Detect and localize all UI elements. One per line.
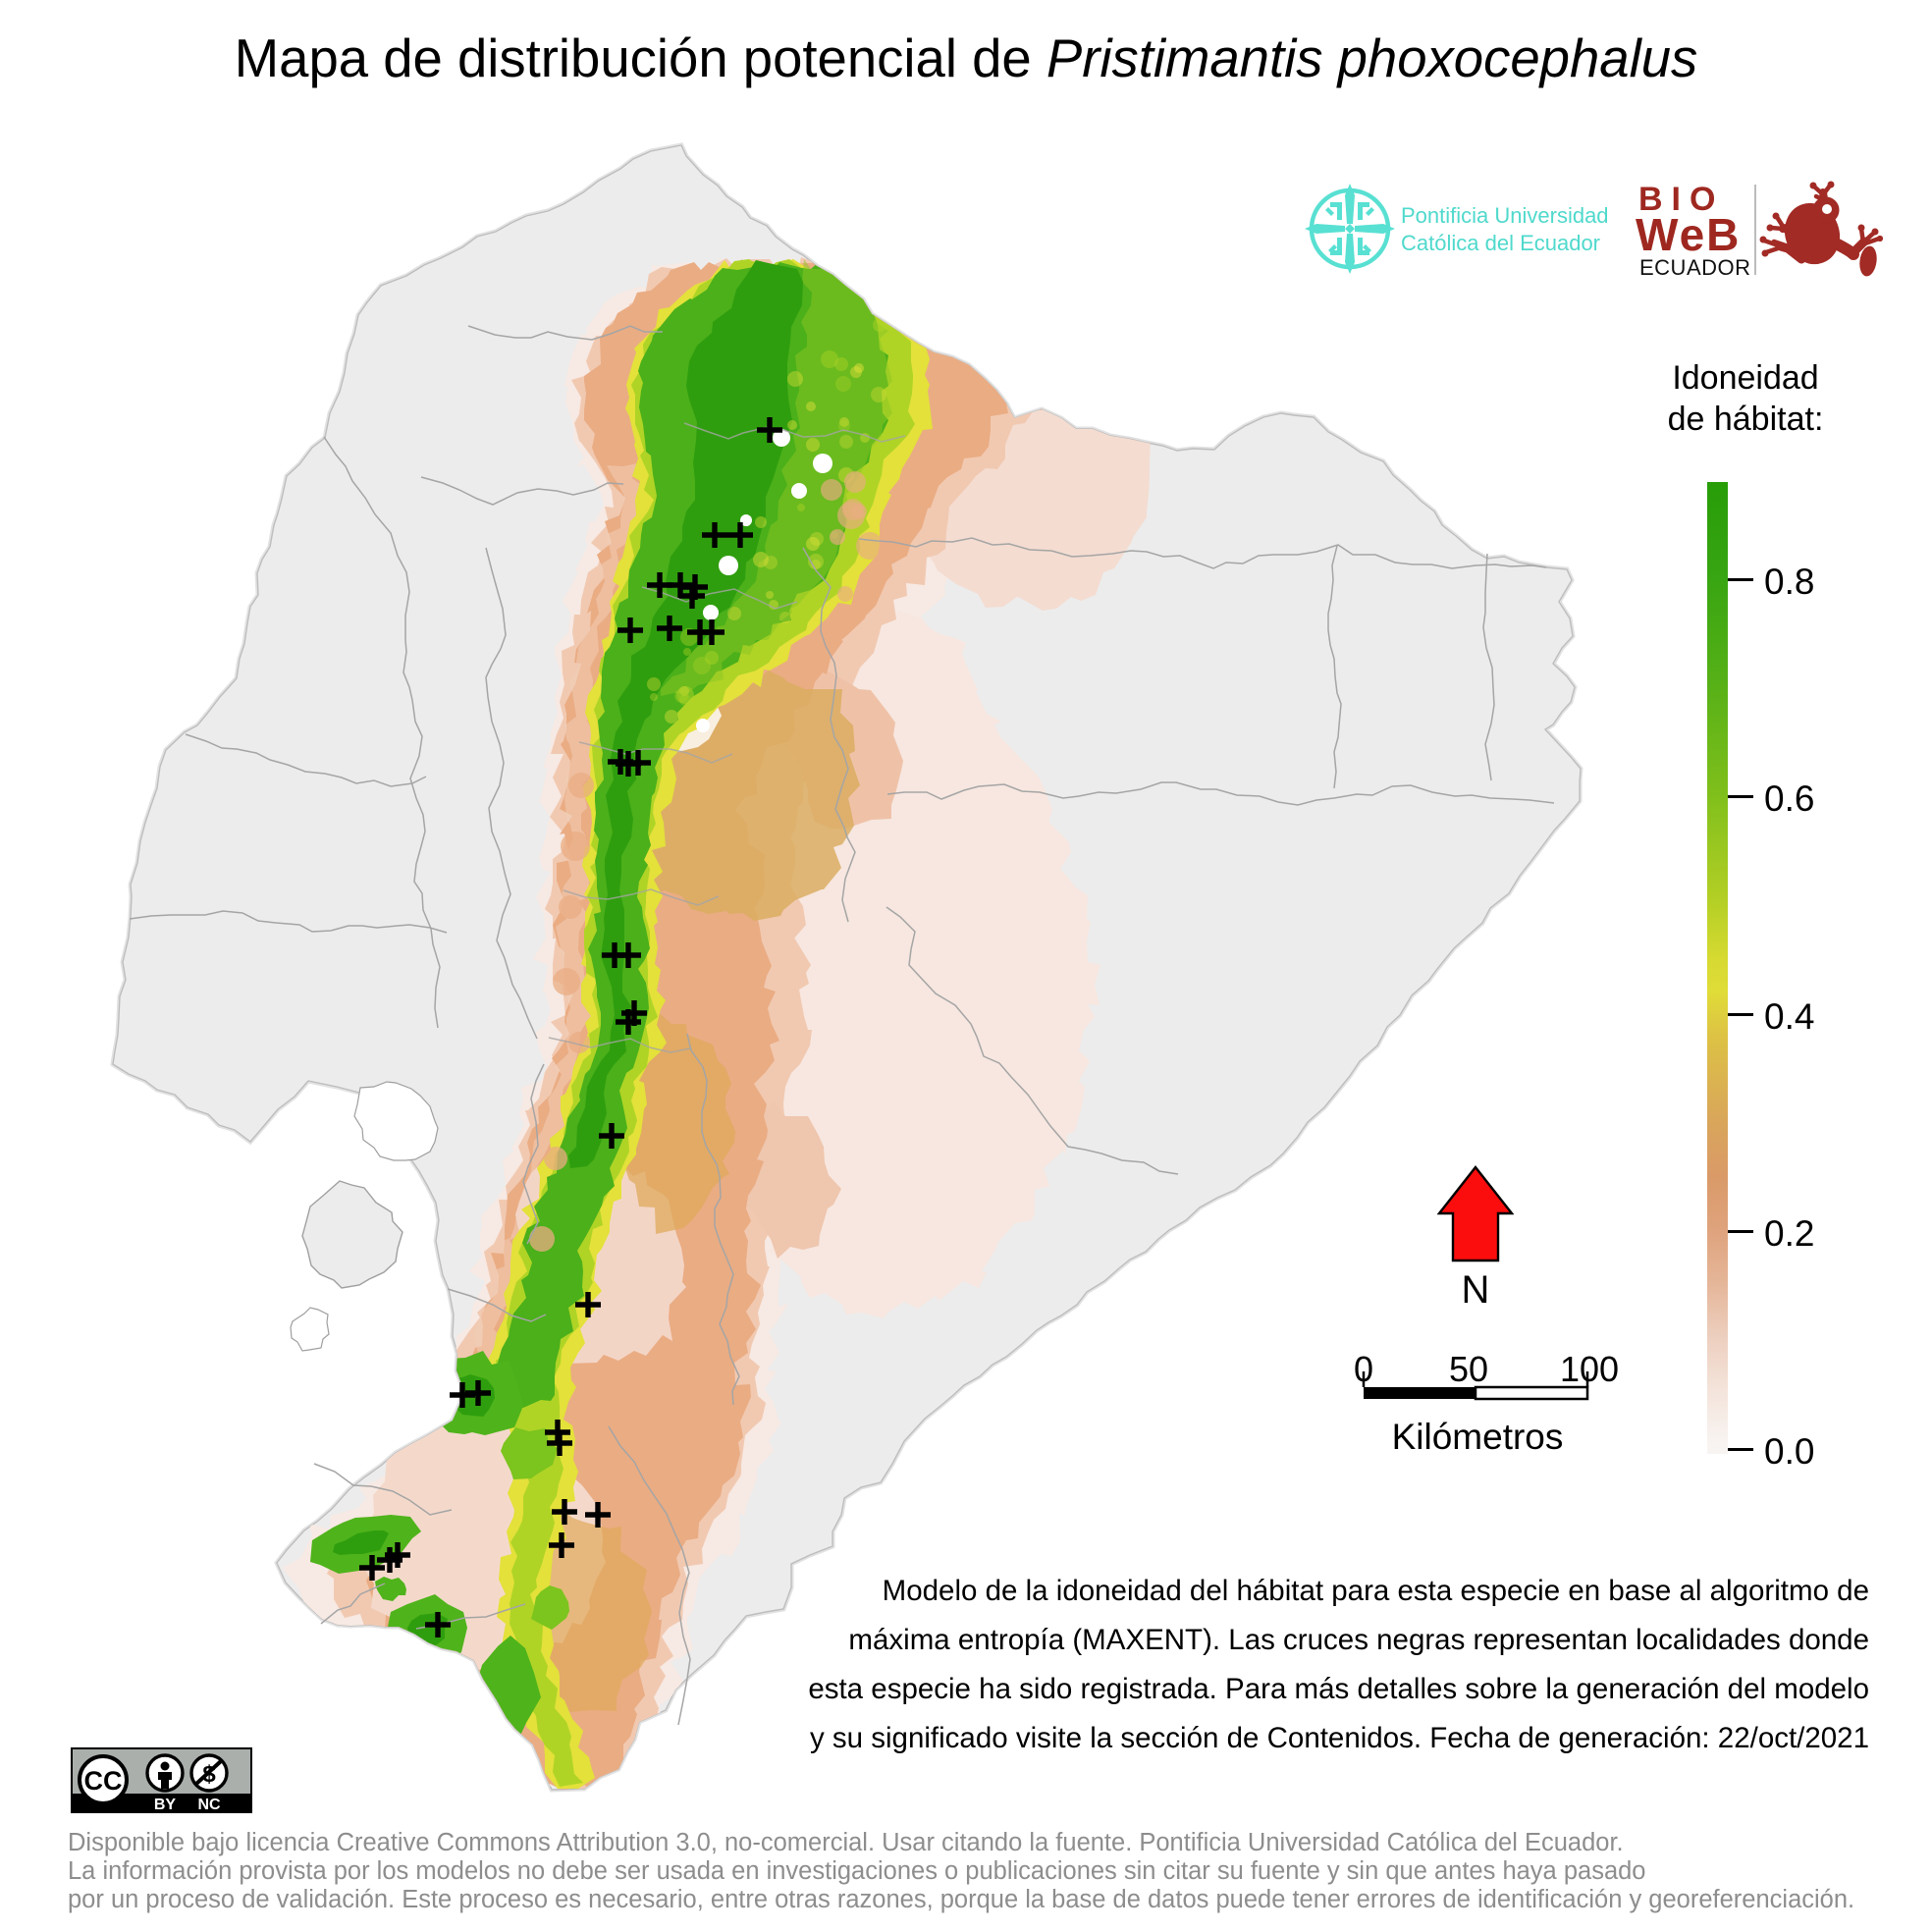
svg-text:BY: BY <box>154 1797 177 1813</box>
svg-text:NC: NC <box>197 1797 221 1813</box>
svg-text:CC: CC <box>84 1766 123 1796</box>
